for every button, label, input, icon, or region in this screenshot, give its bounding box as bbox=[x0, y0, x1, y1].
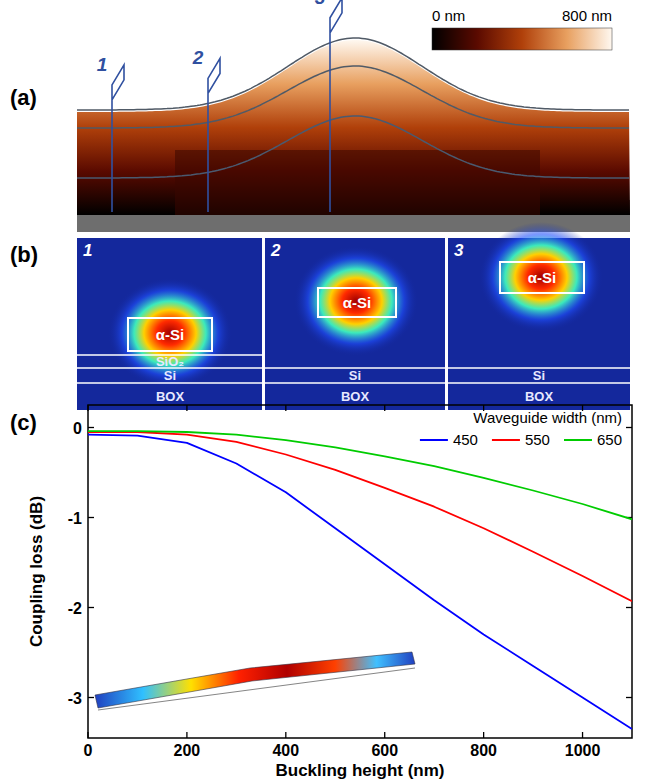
layer-label: α-Si bbox=[156, 326, 184, 343]
core-outline bbox=[128, 318, 212, 351]
colorbar-label: 800 nm bbox=[562, 7, 612, 24]
x-tick bbox=[285, 405, 286, 411]
legend-swatch bbox=[492, 439, 520, 441]
y-tick bbox=[626, 697, 632, 698]
x-tick-label: 600 bbox=[371, 742, 398, 759]
y-tick bbox=[626, 427, 632, 428]
layer-label: BOX bbox=[156, 389, 185, 404]
x-tick bbox=[186, 732, 187, 738]
afm-trench bbox=[175, 150, 540, 215]
y-tick-label: -1 bbox=[68, 510, 82, 527]
panel-label: (a) bbox=[10, 85, 37, 110]
mode-panel: α-Si Si BOX 3 bbox=[448, 222, 630, 410]
x-tick-label: 800 bbox=[470, 742, 497, 759]
cut-label: 2 bbox=[192, 47, 204, 68]
x-tick bbox=[186, 405, 187, 411]
afm-surface bbox=[77, 40, 630, 215]
x-tick bbox=[384, 405, 385, 411]
mode-panel: α-Si Si BOX 2 bbox=[265, 238, 445, 410]
legend: Waveguide width (nm) 450 550 650 bbox=[420, 409, 622, 448]
x-tick-label: 200 bbox=[174, 742, 201, 759]
x-tick-label: 1000 bbox=[565, 742, 601, 759]
layer-label: α-Si bbox=[343, 294, 371, 311]
legend-label: 650 bbox=[597, 431, 622, 448]
legend-label: 450 bbox=[453, 431, 478, 448]
panel-label: (c) bbox=[10, 410, 37, 435]
mode-field bbox=[479, 222, 603, 332]
mode-panel-label: 1 bbox=[83, 241, 92, 260]
waveguide-outline bbox=[77, 66, 629, 128]
layer-label: BOX bbox=[525, 389, 554, 404]
layer-label: SiO₂ bbox=[156, 354, 184, 369]
mode-field bbox=[294, 246, 418, 356]
afm-panel: 1 2 3 0 nm 800 nm bbox=[77, 0, 630, 232]
cut-label: 3 bbox=[315, 0, 326, 8]
x-tick bbox=[384, 732, 385, 738]
legend-swatch bbox=[564, 439, 592, 441]
core-outline bbox=[500, 262, 584, 293]
y-tick bbox=[626, 607, 632, 608]
x-tick-label: 0 bbox=[84, 742, 93, 759]
y-tick-label: -2 bbox=[68, 600, 82, 617]
mode-panel-label: 2 bbox=[270, 241, 281, 260]
y-tick bbox=[88, 697, 94, 698]
waveguide-outline bbox=[77, 116, 629, 178]
inset-beam-edge bbox=[98, 668, 415, 710]
x-tick bbox=[582, 732, 583, 738]
core-outline bbox=[318, 288, 396, 317]
cut-marker bbox=[208, 58, 220, 212]
x-tick bbox=[87, 405, 88, 411]
x-tick bbox=[483, 732, 484, 738]
series-group bbox=[88, 431, 632, 729]
plot-frame bbox=[88, 405, 632, 738]
mode-panel-label: 3 bbox=[454, 241, 464, 260]
chart: 0 200 400 600 800 1000 -3 -2 -1 0 Buckling height … bbox=[27, 405, 632, 780]
legend-swatch bbox=[420, 439, 448, 441]
mode-background bbox=[77, 238, 262, 410]
cut-marker bbox=[112, 65, 124, 212]
mode-field bbox=[108, 278, 232, 388]
layer-label: α-Si bbox=[528, 269, 556, 286]
cut-label: 1 bbox=[97, 54, 108, 75]
layer-label: Si bbox=[349, 368, 361, 383]
mode-background bbox=[265, 238, 445, 410]
y-tick bbox=[88, 607, 94, 608]
figure: (a)(b)(c)1230 nm800 nmα-SiSiO₂SiBOX1α-Si… bbox=[0, 0, 645, 782]
colorbar-label: 0 nm bbox=[432, 7, 465, 24]
mode-panel: α-Si SiO₂Si BOX 1 bbox=[77, 238, 262, 410]
series-line bbox=[88, 432, 632, 601]
panel-label: (b) bbox=[10, 242, 38, 267]
x-axis-title: Buckling height (nm) bbox=[275, 761, 444, 780]
inset-beam bbox=[95, 652, 415, 708]
series-line bbox=[88, 431, 632, 519]
layer-label: BOX bbox=[341, 389, 370, 404]
layer-label: Si bbox=[533, 368, 545, 383]
x-tick-label: 400 bbox=[272, 742, 299, 759]
y-tick-label: 0 bbox=[73, 420, 82, 437]
y-axis-title: Coupling loss (dB) bbox=[27, 496, 46, 647]
x-tick bbox=[285, 732, 286, 738]
x-tick bbox=[87, 732, 88, 738]
colorbar bbox=[432, 28, 612, 50]
y-tick-label: -3 bbox=[68, 690, 82, 707]
y-tick bbox=[88, 517, 94, 518]
y-tick bbox=[88, 427, 94, 428]
layer-label: Si bbox=[164, 368, 176, 383]
cut-marker bbox=[330, 0, 342, 212]
legend-label: 550 bbox=[525, 431, 550, 448]
legend-title: Waveguide width (nm) bbox=[473, 409, 622, 426]
